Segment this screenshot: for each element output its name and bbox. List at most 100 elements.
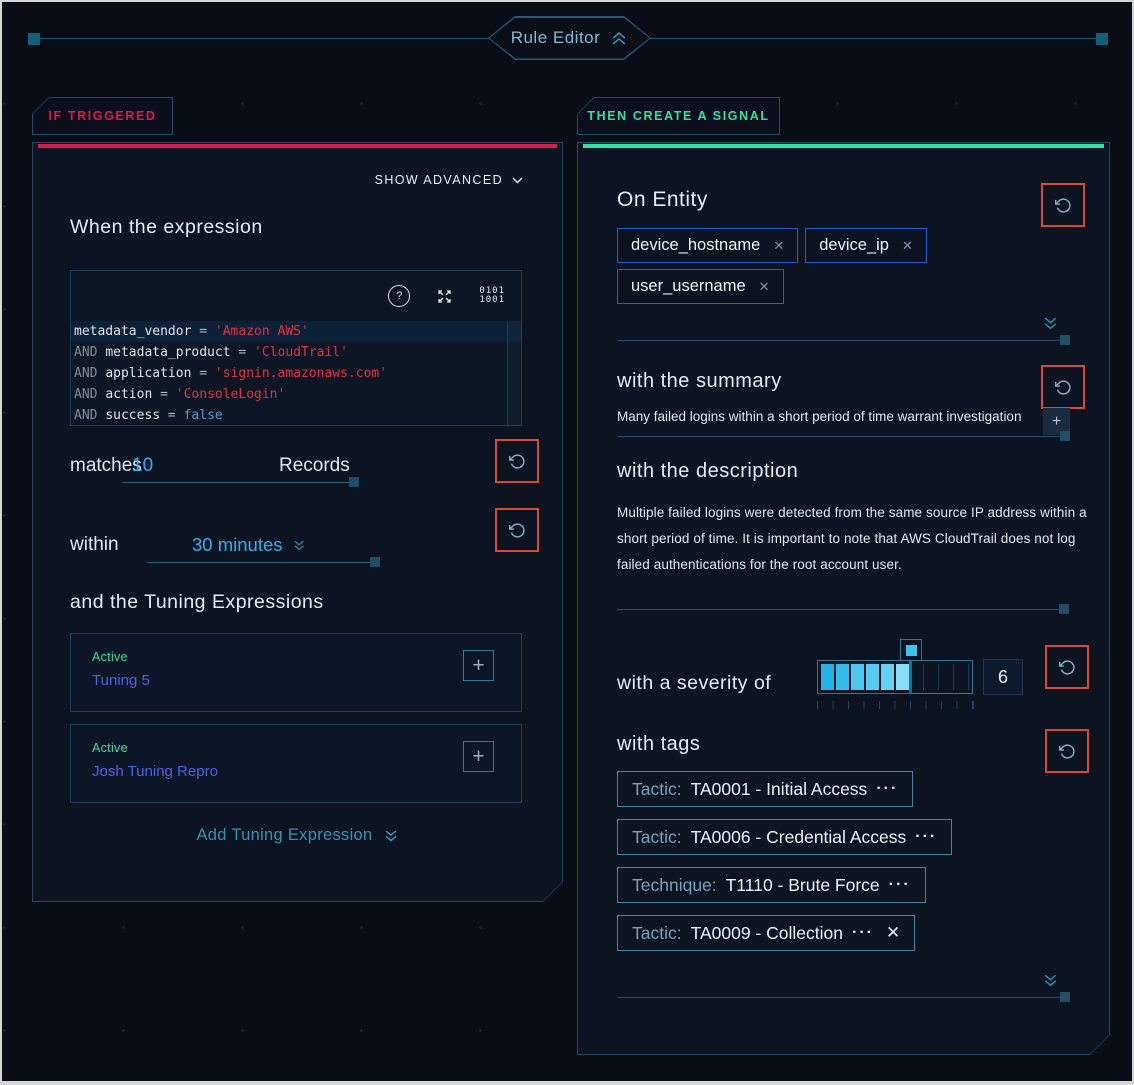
reset-entity-button[interactable] [1041, 183, 1085, 227]
add-tuning-expression-link[interactable]: Add Tuning Expression [32, 826, 563, 845]
severity-segment[interactable] [896, 664, 909, 690]
tag-more-icon[interactable]: ··· [915, 828, 938, 845]
reset-summary-button[interactable] [1041, 365, 1085, 409]
code-token: AND [74, 366, 106, 381]
records-label: Records [279, 455, 350, 476]
code-token: metadata_product [105, 345, 231, 360]
tuning-card: Active Tuning 5 + [70, 633, 522, 712]
badge-background [490, 18, 650, 59]
expression-editor[interactable]: ? 0101 1001 metadata_vendor = [70, 270, 522, 426]
tag-more-icon[interactable]: ··· [888, 876, 911, 893]
tuning-name-link[interactable]: Tuning 5 [92, 672, 150, 689]
editor-toolbar: ? 0101 1001 [71, 271, 521, 321]
reset-severity-button[interactable] [1045, 645, 1089, 689]
tuning-expressions-heading: and the Tuning Expressions [70, 591, 324, 613]
create-signal-panel: On Entity device_hostname ✕ device_ip ✕ user… [577, 142, 1110, 1055]
chevron-down-icon [512, 177, 523, 184]
entity-input-underline[interactable] [617, 340, 1070, 341]
tag-label: TA0006 - Credential Access [690, 826, 907, 847]
tag-label: TA0001 - Initial Access [690, 778, 868, 799]
expand-tuning-button[interactable]: + [463, 741, 494, 772]
severity-segment[interactable] [881, 664, 894, 690]
code-token: metadata_vendor [74, 324, 192, 339]
severity-segment[interactable] [956, 664, 969, 690]
code-token: 'Amazon AWS' [214, 324, 309, 339]
expand-editor-icon[interactable] [436, 288, 453, 305]
tab-background [578, 98, 779, 134]
tag-chip[interactable]: Tactic: TA0006 - Credential Access ··· [617, 819, 952, 855]
severity-segment[interactable] [911, 664, 924, 690]
rule-editor-badge[interactable]: Rule Editor [488, 16, 651, 60]
code-token: = [191, 366, 215, 381]
code-lines[interactable]: metadata_vendor = 'Amazon AWS' AND metada… [71, 321, 521, 425]
severity-segment[interactable] [941, 664, 954, 690]
tag-list: Tactic: TA0001 - Initial Access ··· Tactic:… [617, 771, 952, 963]
code-token: = [152, 387, 176, 402]
summary-text-input[interactable]: Many failed logins within a short period… [617, 409, 1022, 424]
code-token: action [105, 387, 153, 402]
code-line[interactable]: AND success = false [71, 405, 521, 426]
severity-segment[interactable] [926, 664, 939, 690]
severity-segment[interactable] [866, 664, 879, 690]
severity-segment[interactable] [851, 664, 864, 690]
remove-entity-icon[interactable]: ✕ [773, 237, 785, 253]
severity-segment[interactable] [836, 664, 849, 690]
severity-segment[interactable] [821, 664, 834, 690]
collapse-panel-icon[interactable] [610, 31, 628, 46]
reset-matches-button[interactable] [495, 439, 539, 483]
expand-entity-icon[interactable] [1042, 316, 1059, 331]
remove-entity-icon[interactable]: ✕ [758, 278, 770, 294]
if-triggered-panel: SHOW ADVANCED When the expression ? [32, 142, 563, 902]
description-heading: with the description [617, 460, 799, 482]
entity-chip-label: device_hostname [631, 236, 761, 254]
severity-bar[interactable] [817, 660, 973, 694]
within-duration-select[interactable]: 30 minutes [147, 530, 380, 563]
code-line[interactable]: AND action = 'ConsoleLogin' [71, 384, 521, 405]
raw-code-view-icon[interactable]: 0101 1001 [479, 286, 505, 305]
remove-entity-icon[interactable]: ✕ [901, 237, 913, 253]
tag-chip[interactable]: Technique: T1110 - Brute Force ··· [617, 867, 926, 903]
tag-more-icon[interactable]: ··· [852, 924, 874, 941]
code-line[interactable]: AND metadata_product = 'CloudTrail' [71, 342, 521, 363]
expression-heading: When the expression [70, 216, 263, 238]
tuning-card: Active Josh Tuning Repro + [70, 724, 522, 803]
chevron-double-down-icon [292, 539, 306, 552]
code-line[interactable]: metadata_vendor = 'Amazon AWS' [71, 321, 521, 342]
expand-tuning-button[interactable]: + [463, 650, 494, 681]
help-icon[interactable]: ? [388, 285, 410, 307]
reset-tags-button[interactable] [1045, 729, 1089, 773]
entity-chip[interactable]: user_username ✕ [617, 269, 784, 304]
tag-chip[interactable]: Tactic: TA0009 - Collection ··· ✕ [617, 915, 915, 951]
tag-close-icon[interactable]: ✕ [885, 923, 901, 942]
tuning-status: Active [92, 650, 128, 664]
code-token: AND [74, 408, 106, 423]
tuning-name-link[interactable]: Josh Tuning Repro [92, 763, 218, 780]
tags-input-underline[interactable] [617, 997, 1070, 998]
tab-if-triggered[interactable]: IF TRIGGERED [32, 97, 173, 135]
description-text-input[interactable]: Multiple failed logins were detected fro… [617, 505, 1087, 572]
tag-type: Tactic: [632, 826, 682, 847]
show-advanced-label: SHOW ADVANCED [374, 173, 503, 187]
code-token: = [230, 345, 255, 360]
tag-type: Tactic: [632, 778, 682, 799]
severity-heading: with a severity of [617, 672, 772, 694]
tag-more-icon[interactable]: ··· [876, 780, 899, 797]
tag-label: TA0009 - Collection [690, 922, 843, 943]
code-token: application [105, 366, 192, 381]
expand-summary-button[interactable]: + [1043, 408, 1070, 435]
editor-scrollbar[interactable] [507, 321, 521, 425]
expand-tags-icon[interactable] [1042, 973, 1059, 988]
matches-count-value: 10 [132, 455, 154, 476]
entity-chip[interactable]: device_hostname ✕ [617, 228, 798, 263]
tab-then-create-signal[interactable]: THEN CREATE A SIGNAL [577, 97, 780, 135]
entity-chip[interactable]: device_ip ✕ [805, 228, 927, 263]
matches-count-input[interactable]: 10 [122, 452, 359, 483]
reset-within-button[interactable] [495, 508, 539, 552]
code-token: = [191, 324, 215, 339]
tag-chip[interactable]: Tactic: TA0001 - Initial Access ··· [617, 771, 913, 807]
severity-slider-handle[interactable] [900, 639, 922, 661]
undo-icon [509, 522, 526, 539]
code-line[interactable]: AND application = 'signin.amazonaws.com' [71, 363, 521, 384]
show-advanced-toggle[interactable]: SHOW ADVANCED [375, 173, 523, 187]
tag-type: Technique: [632, 874, 717, 895]
